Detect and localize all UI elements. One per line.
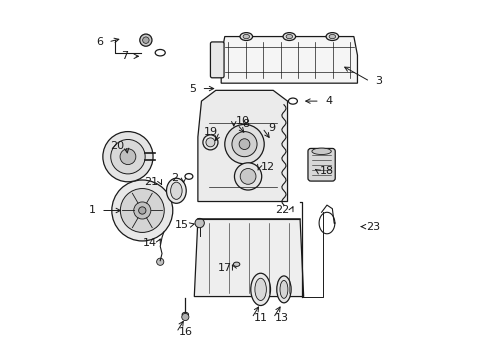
Polygon shape — [198, 90, 287, 202]
Text: 5: 5 — [189, 84, 196, 94]
Text: 8: 8 — [242, 120, 249, 129]
Text: 23: 23 — [366, 222, 380, 231]
Text: 11: 11 — [253, 313, 267, 323]
FancyBboxPatch shape — [307, 148, 335, 181]
Circle shape — [156, 258, 163, 265]
Circle shape — [120, 189, 164, 233]
Circle shape — [139, 207, 145, 214]
Circle shape — [120, 149, 136, 165]
Ellipse shape — [205, 138, 214, 147]
Text: 14: 14 — [142, 238, 156, 248]
Text: 18: 18 — [319, 166, 333, 176]
Ellipse shape — [240, 33, 252, 41]
Ellipse shape — [328, 35, 335, 39]
Ellipse shape — [243, 35, 249, 39]
Text: 16: 16 — [178, 327, 192, 337]
Text: 6: 6 — [96, 37, 102, 47]
Circle shape — [140, 34, 152, 46]
Ellipse shape — [311, 148, 330, 154]
Ellipse shape — [276, 276, 290, 303]
Circle shape — [195, 219, 204, 228]
Text: 7: 7 — [121, 51, 128, 61]
Text: 2: 2 — [171, 173, 178, 183]
Circle shape — [239, 139, 249, 149]
Text: 22: 22 — [274, 206, 289, 216]
Ellipse shape — [203, 135, 218, 150]
Circle shape — [224, 125, 264, 164]
Polygon shape — [194, 220, 303, 297]
Polygon shape — [221, 37, 357, 83]
Ellipse shape — [283, 33, 295, 41]
Circle shape — [102, 132, 153, 182]
Ellipse shape — [280, 280, 287, 298]
Text: 21: 21 — [144, 177, 158, 187]
Ellipse shape — [285, 35, 292, 39]
Circle shape — [134, 202, 150, 219]
Ellipse shape — [325, 33, 338, 41]
Circle shape — [112, 180, 172, 241]
Text: 17: 17 — [217, 263, 231, 273]
Circle shape — [240, 168, 255, 184]
Text: 15: 15 — [174, 220, 188, 230]
Circle shape — [231, 132, 257, 157]
Circle shape — [182, 314, 188, 320]
Text: 1: 1 — [88, 206, 95, 216]
Text: 12: 12 — [260, 162, 274, 172]
Text: 9: 9 — [267, 123, 274, 133]
Ellipse shape — [250, 273, 270, 306]
Text: 10: 10 — [235, 116, 249, 126]
Circle shape — [142, 37, 149, 43]
Text: 3: 3 — [375, 76, 382, 86]
Circle shape — [110, 139, 145, 174]
Ellipse shape — [182, 312, 188, 317]
Circle shape — [234, 163, 261, 190]
Ellipse shape — [166, 178, 186, 203]
Text: 20: 20 — [110, 141, 124, 151]
FancyBboxPatch shape — [210, 42, 224, 78]
Ellipse shape — [254, 278, 266, 301]
Ellipse shape — [170, 182, 182, 199]
Ellipse shape — [233, 262, 239, 266]
Text: 13: 13 — [275, 313, 288, 323]
Text: 19: 19 — [203, 127, 217, 136]
Text: 4: 4 — [325, 96, 332, 106]
